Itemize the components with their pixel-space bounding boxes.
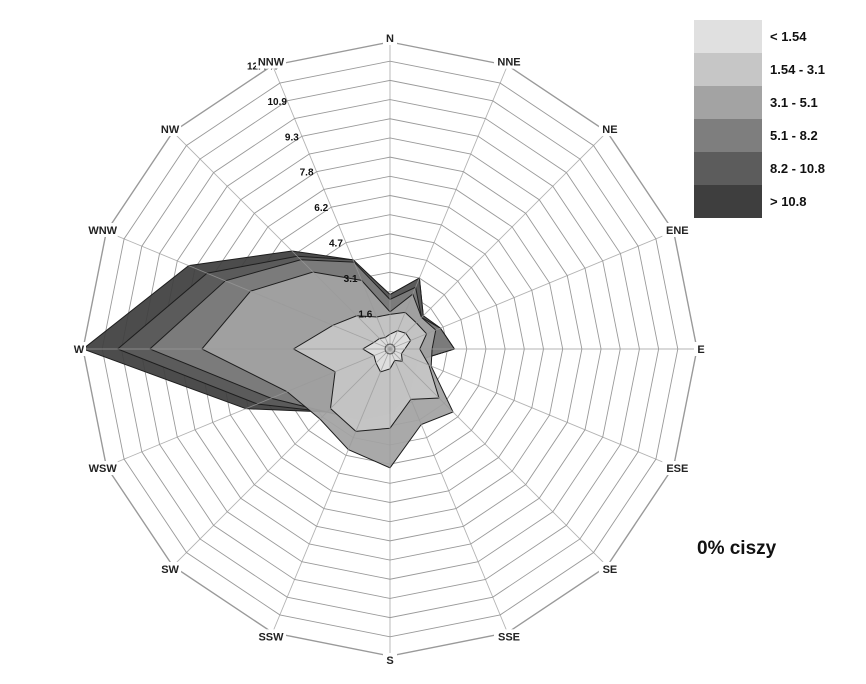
legend-item: 5.1 - 8.2 (694, 119, 825, 152)
direction-spokes (83, 42, 697, 656)
legend-item: 3.1 - 5.1 (694, 86, 825, 119)
ring-tick-label: 1.6 (358, 310, 372, 321)
ring-tick-label: 7.8 (300, 168, 314, 179)
legend-swatch (694, 20, 762, 53)
spoke-wnw (106, 231, 391, 350)
legend-item: 8.2 - 10.8 (694, 152, 825, 185)
direction-label-backing (255, 629, 286, 644)
direction-label-n: N (386, 33, 394, 45)
direction-label-e: E (697, 344, 704, 356)
legend-label: 1.54 - 3.1 (770, 62, 825, 77)
legend-item: 1.54 - 3.1 (694, 53, 825, 86)
direction-label-backing (694, 342, 708, 356)
spoke-ssw (272, 348, 391, 633)
direction-label-backing (598, 561, 621, 576)
direction-labels: N NNE NE ENE E ESE SE SSE S SSW SW WSW W WNW NW NNW (72, 31, 708, 667)
spoke-wsw (106, 348, 391, 467)
legend-label: 3.1 - 5.1 (770, 95, 818, 110)
spoke-ese (389, 348, 674, 467)
direction-label-backing (383, 653, 397, 667)
direction-label-ene: ENE (666, 225, 689, 237)
legend-item: < 1.54 (694, 20, 825, 53)
ring-tick-label: 10.9 (267, 97, 287, 108)
spoke-nne (389, 65, 508, 350)
legend: < 1.54 1.54 - 3.1 3.1 - 5.1 5.1 - 8.2 8.2 - … (694, 20, 825, 218)
direction-label-se: SE (603, 564, 618, 576)
legend-label: > 10.8 (770, 194, 807, 209)
direction-label-backing (159, 561, 182, 576)
legend-label: 5.1 - 8.2 (770, 128, 818, 143)
legend-label: < 1.54 (770, 29, 807, 44)
direction-label-backing (598, 122, 621, 137)
direction-label-backing (87, 222, 118, 237)
ring-tick-label: 6.2 (314, 203, 328, 214)
legend-label: 8.2 - 10.8 (770, 161, 825, 176)
direction-label-backing (255, 54, 286, 69)
direction-label-wnw: WNW (88, 225, 117, 237)
spoke-sse (389, 348, 508, 633)
direction-label-backing (72, 342, 86, 356)
direction-label-nw: NW (161, 124, 180, 136)
spoke-ene (389, 231, 674, 350)
direction-label-w: W (74, 344, 85, 356)
spoke-ne (389, 131, 608, 350)
direction-label-ssw: SSW (258, 631, 284, 643)
direction-label-backing (494, 629, 525, 644)
direction-label-backing (662, 461, 693, 476)
direction-label-wsw: WSW (89, 463, 118, 475)
spoke-nw (172, 131, 391, 350)
ring-tick-label: 4.7 (329, 239, 343, 250)
spoke-sw (172, 348, 391, 567)
ring-tick-label: 3.1 (344, 274, 358, 285)
legend-item: > 10.8 (694, 185, 825, 218)
direction-label-ese: ESE (666, 463, 688, 475)
direction-label-backing (662, 222, 693, 237)
direction-label-backing (383, 31, 397, 45)
legend-swatch (694, 86, 762, 119)
legend-swatch (694, 185, 762, 218)
direction-label-nne: NNE (497, 57, 520, 69)
direction-label-s: S (386, 655, 393, 667)
direction-label-backing (87, 461, 118, 476)
spoke-nnw (272, 65, 391, 350)
direction-label-sw: SW (161, 564, 179, 576)
direction-label-nnw: NNW (258, 57, 285, 69)
direction-label-backing (494, 54, 525, 69)
legend-swatch (694, 119, 762, 152)
ring-tick-label: 9.3 (285, 132, 299, 143)
spoke-se (389, 348, 608, 567)
legend-swatch (694, 53, 762, 86)
direction-label-sse: SSE (498, 631, 520, 643)
calm-percentage-label: 0% ciszy (697, 538, 777, 559)
direction-label-backing (159, 122, 182, 137)
legend-swatch (694, 152, 762, 185)
direction-label-ne: NE (602, 124, 617, 136)
